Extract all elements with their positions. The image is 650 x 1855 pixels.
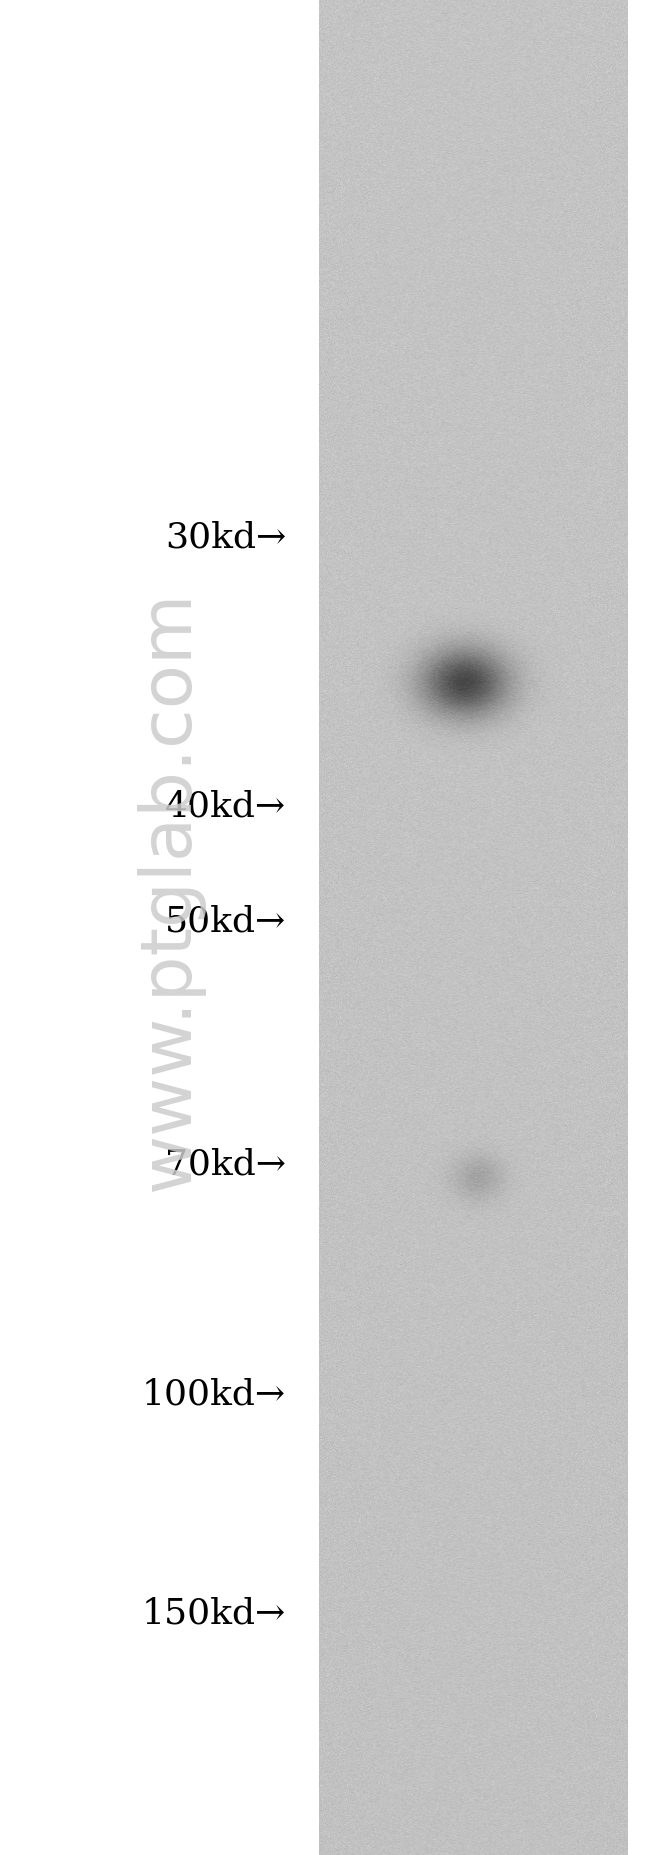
Text: 50kd→: 50kd→ <box>164 905 286 939</box>
Text: www.ptglab.com: www.ptglab.com <box>135 590 203 1191</box>
Text: 40kd→: 40kd→ <box>165 790 286 824</box>
Text: 30kd→: 30kd→ <box>164 521 286 555</box>
Text: 100kd→: 100kd→ <box>142 1378 286 1412</box>
Text: 150kd→: 150kd→ <box>142 1597 286 1631</box>
Text: 70kd→: 70kd→ <box>165 1148 286 1182</box>
